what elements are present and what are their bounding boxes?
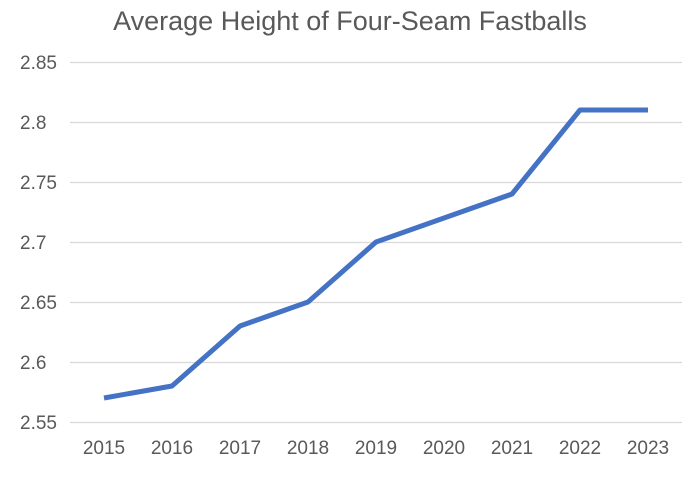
chart-title: Average Height of Four-Seam Fastballs	[113, 6, 587, 36]
y-tick-label: 2.6	[20, 353, 46, 374]
x-tick-label: 2022	[559, 438, 601, 459]
x-tick-label: 2015	[83, 438, 125, 459]
y-tick-label: 2.75	[20, 173, 57, 194]
x-tick-label: 2018	[287, 438, 329, 459]
x-tick-label: 2017	[219, 438, 261, 459]
y-tick-label: 2.7	[20, 233, 46, 254]
x-tick-label: 2023	[627, 438, 669, 459]
data-series-line	[103, 107, 648, 401]
x-tick-label: 2016	[151, 438, 193, 459]
x-tick-label: 2019	[355, 438, 397, 459]
y-tick-label: 2.8	[20, 113, 46, 134]
x-tick-label: 2020	[423, 438, 465, 459]
y-tick-label: 2.85	[20, 53, 57, 74]
x-tick-label: 2021	[491, 438, 533, 459]
y-tick-label: 2.65	[20, 293, 57, 314]
y-tick-label: 2.55	[20, 413, 57, 434]
